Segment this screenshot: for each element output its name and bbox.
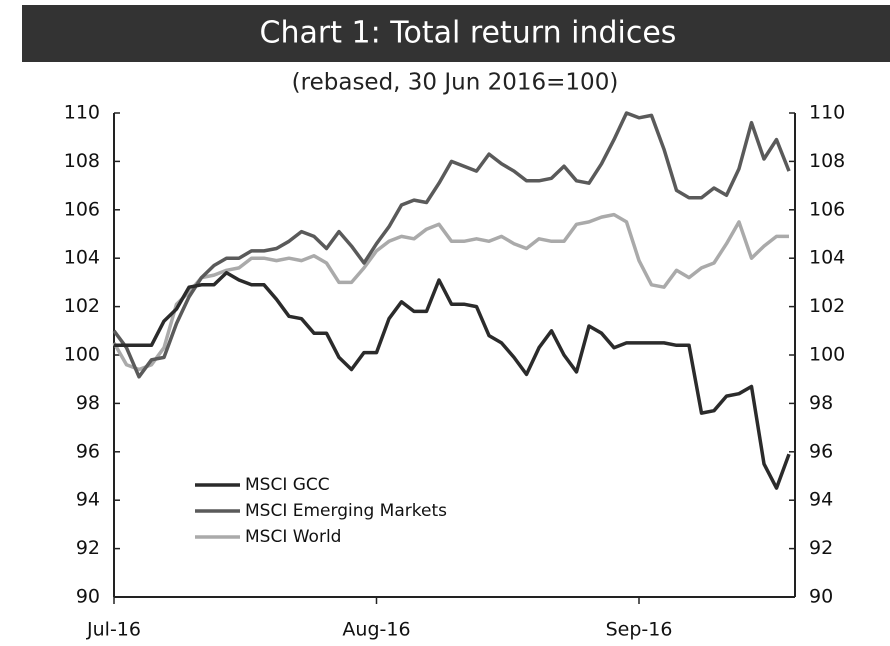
y2-tick-label: 96 bbox=[809, 440, 833, 462]
legend-label: MSCI GCC bbox=[245, 475, 330, 495]
x-tick-label: Aug-16 bbox=[342, 619, 410, 641]
y-tick-label: 102 bbox=[64, 295, 100, 317]
series-line bbox=[112, 111, 791, 379]
y2-tick-label: 108 bbox=[809, 150, 845, 172]
y2-tick-label: 94 bbox=[809, 489, 833, 511]
y-tick-label: 98 bbox=[76, 392, 100, 414]
y-tick-label: 96 bbox=[76, 440, 100, 462]
y2-tick-label: 106 bbox=[809, 198, 845, 220]
legend-label: MSCI World bbox=[245, 527, 341, 547]
y2-tick-label: 92 bbox=[809, 537, 833, 559]
y-tick-label: 100 bbox=[64, 344, 100, 366]
y-tick-label: 92 bbox=[76, 537, 100, 559]
series-line bbox=[112, 212, 789, 372]
chart-subtitle: (rebased, 30 Jun 2016=100) bbox=[292, 70, 619, 96]
y2-tick-label: 102 bbox=[809, 295, 845, 317]
y2-tick-label: 104 bbox=[809, 247, 845, 269]
y2-tick-label: 90 bbox=[809, 586, 833, 608]
chart-title: Chart 1: Total return indices bbox=[260, 16, 677, 51]
y2-tick-label: 100 bbox=[809, 344, 845, 366]
y-tick-label: 110 bbox=[64, 102, 100, 124]
legend-label: MSCI Emerging Markets bbox=[245, 501, 447, 521]
y-tick-label: 90 bbox=[76, 586, 100, 608]
y2-tick-label: 98 bbox=[809, 392, 833, 414]
title-bar bbox=[22, 5, 890, 62]
x-tick-label: Jul-16 bbox=[86, 619, 141, 641]
series-line bbox=[114, 270, 791, 490]
y-tick-label: 104 bbox=[64, 247, 100, 269]
y-tick-label: 106 bbox=[64, 198, 100, 220]
y-tick-label: 94 bbox=[76, 489, 100, 511]
y-tick-label: 108 bbox=[64, 150, 100, 172]
y2-tick-label: 110 bbox=[809, 102, 845, 124]
x-tick-label: Sep-16 bbox=[606, 619, 673, 641]
